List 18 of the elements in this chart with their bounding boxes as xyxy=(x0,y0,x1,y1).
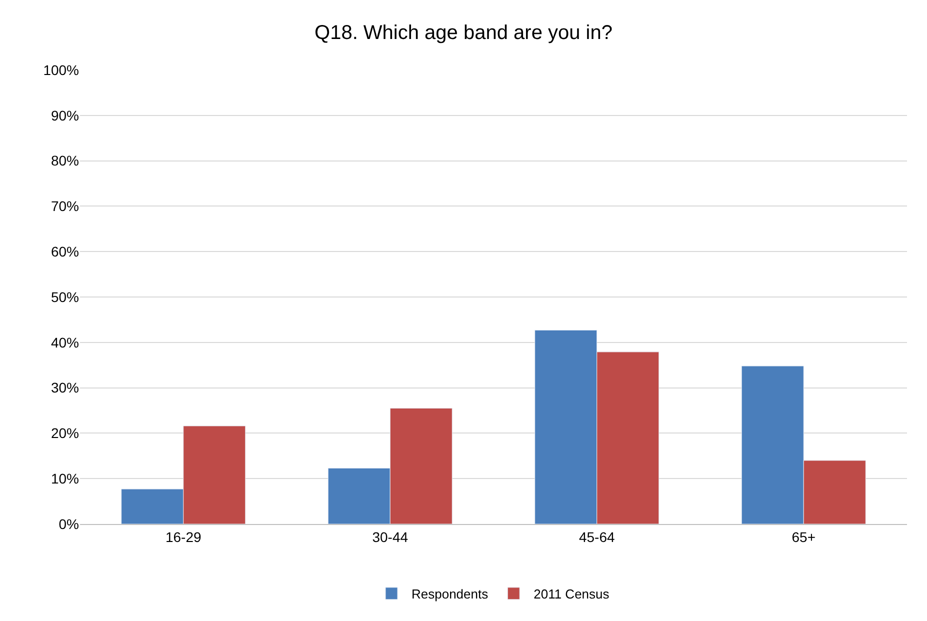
chart-title: Q18. Which age band are you in? xyxy=(314,22,612,44)
y-tick-label: 50% xyxy=(50,288,79,305)
y-tick-label: 10% xyxy=(50,470,79,486)
legend-label: 2011 Census xyxy=(534,586,610,602)
y-tick-label: 20% xyxy=(50,425,79,442)
legend-label: Respondents xyxy=(412,586,489,602)
y-tick-label: 30% xyxy=(50,380,79,396)
y-tick-label: 40% xyxy=(50,334,79,350)
x-tick-label: 16-29 xyxy=(165,528,202,545)
x-tick-label: 45-64 xyxy=(578,528,615,545)
x-tick-label: 65+ xyxy=(792,528,816,545)
y-tick-label: 80% xyxy=(50,152,79,169)
y-tick-label: 0% xyxy=(58,516,79,532)
y-tick-label: 70% xyxy=(50,198,79,214)
x-tick-label: 30-44 xyxy=(372,528,408,545)
y-tick-label: 60% xyxy=(50,244,79,260)
y-tick-label: 90% xyxy=(50,107,79,124)
y-tick-label: 100% xyxy=(43,62,79,78)
